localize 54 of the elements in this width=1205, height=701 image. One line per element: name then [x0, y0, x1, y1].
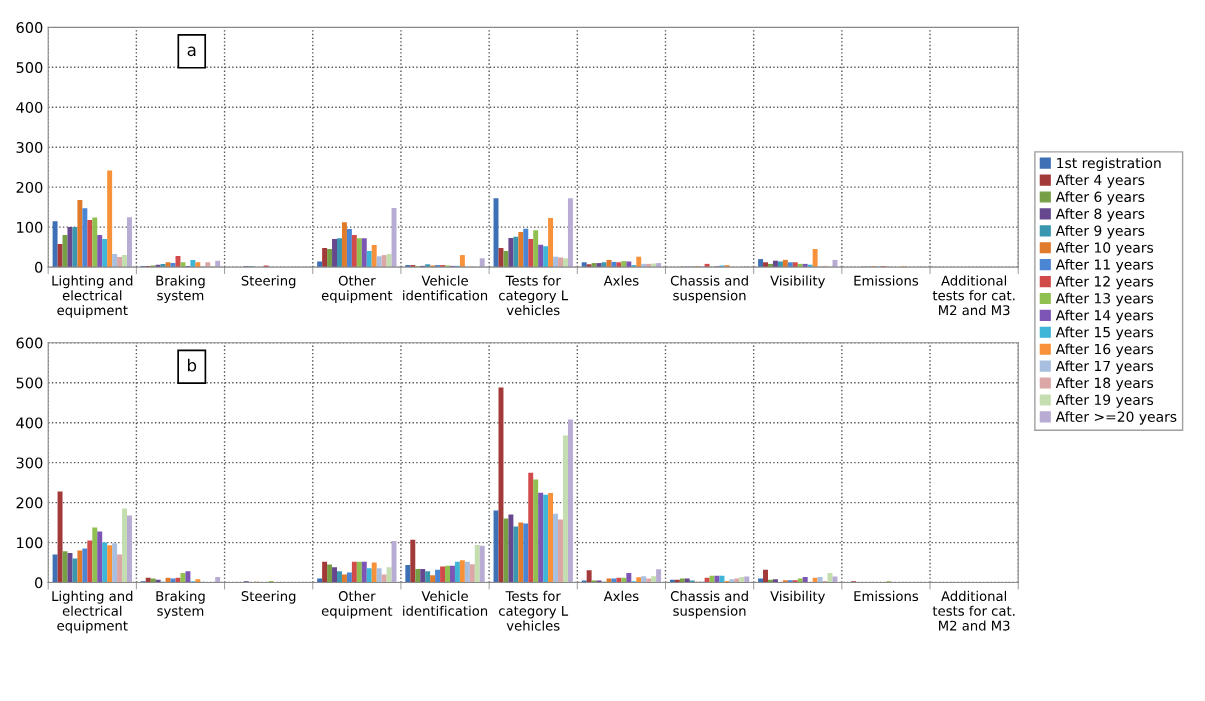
x-tick-label: Axles — [603, 275, 639, 286]
x-tick-label: Visibility — [770, 590, 826, 604]
y-tick-label: 0 — [35, 261, 43, 273]
legend-label: After 18 years — [1055, 377, 1154, 391]
y-tick-label: 400 — [16, 101, 43, 113]
x-tick-label: Axles — [603, 590, 639, 602]
x-tick-label: Visibility — [770, 275, 826, 289]
x-tick-label: Emissions — [854, 275, 919, 286]
y-tick-label: 200 — [16, 181, 43, 193]
legend-label: After 4 years — [1055, 174, 1145, 188]
legend-label: After 14 years — [1055, 309, 1154, 324]
y-tick-label: 600 — [16, 337, 43, 349]
legend-label: After 8 years — [1055, 208, 1145, 222]
legend-label: After 11 years — [1055, 258, 1154, 273]
legend-label: After 17 years — [1055, 360, 1154, 374]
x-tick-label: Chassis and suspension — [670, 275, 748, 303]
x-tick-label: Emissions — [854, 590, 919, 602]
y-tick-label: 600 — [16, 22, 43, 34]
x-tick-label: Additional tests for cat. M2 and M3 — [932, 275, 1015, 316]
y-tick-label: 0 — [35, 577, 43, 589]
x-tick-label: Additional tests for cat. M2 and M3 — [932, 590, 1015, 631]
y-tick-label: 300 — [16, 457, 43, 469]
legend-label: 1st registration — [1057, 157, 1161, 171]
x-tick-label: Other equipment — [321, 590, 393, 619]
legend-label: After 19 years — [1055, 394, 1154, 408]
y-tick-label: 300 — [16, 141, 43, 153]
x-tick-label: Tests for category L vehicles — [499, 590, 569, 631]
x-tick-label: Tests for category L vehicles — [499, 275, 569, 316]
annotation: a — [187, 46, 196, 57]
x-tick-label: Steering — [241, 590, 296, 604]
x-tick-label: Braking system — [156, 275, 205, 303]
x-tick-label: Steering — [241, 275, 296, 289]
legend-label: After 10 years — [1055, 242, 1154, 256]
legend-label: After 13 years — [1055, 292, 1154, 307]
y-tick-label: 100 — [17, 221, 43, 233]
x-tick-label: Lighting and electrical equipment — [52, 275, 133, 318]
y-tick-label: 500 — [16, 62, 43, 74]
legend-label: After 15 years — [1055, 326, 1154, 341]
y-tick-label: 100 — [17, 537, 43, 549]
x-tick-label: Chassis and suspension — [670, 590, 748, 619]
x-tick-label: Lighting and electrical equipment — [52, 590, 133, 634]
x-tick-label: Other equipment — [321, 275, 393, 303]
x-tick-label: Vehicle identification — [403, 275, 488, 301]
legend-label: After 16 years — [1055, 343, 1154, 357]
x-tick-label: Vehicle identification — [403, 590, 488, 616]
legend-label: After 12 years — [1055, 275, 1154, 290]
legend-label: After >=20 years — [1055, 411, 1177, 425]
legend-label: After 6 years — [1055, 191, 1145, 205]
x-tick-label: Braking system — [156, 590, 205, 619]
annotation: b — [187, 358, 197, 372]
legend-label: After 9 years — [1055, 225, 1145, 239]
y-tick-label: 200 — [16, 497, 43, 509]
y-tick-label: 500 — [16, 377, 43, 389]
y-tick-label: 400 — [16, 417, 43, 429]
